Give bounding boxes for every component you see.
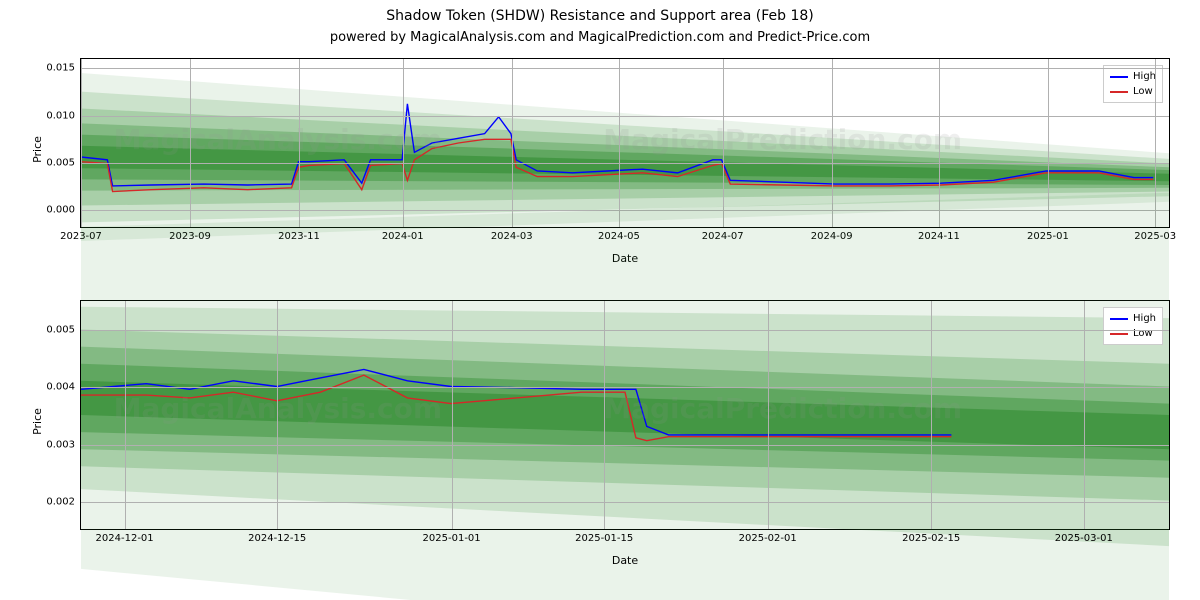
y-tick-label: 0.005	[46, 324, 81, 335]
x-tick-label: 2024-12-15	[248, 529, 306, 544]
x-tick-label: 2024-12-01	[96, 529, 154, 544]
x-tick-label: 2025-03-01	[1055, 529, 1113, 544]
y-axis-label: Price	[31, 136, 44, 163]
legend: High Low	[1103, 65, 1163, 103]
legend-swatch-high	[1110, 318, 1128, 320]
x-tick-label: 2025-01-15	[575, 529, 633, 544]
gridline	[81, 502, 1169, 503]
legend-label: Low	[1133, 84, 1153, 99]
chart-subtitle: powered by MagicalAnalysis.com and Magic…	[0, 30, 1200, 45]
x-tick-label: 2025-01-01	[423, 529, 481, 544]
legend: High Low	[1103, 307, 1163, 345]
legend-label: High	[1133, 69, 1156, 84]
gridline	[604, 301, 605, 529]
gridline	[125, 301, 126, 529]
gridline	[277, 301, 278, 529]
gridline	[299, 59, 300, 227]
y-tick-label: 0.003	[46, 439, 81, 450]
gridline	[619, 59, 620, 227]
y-tick-label: 0.004	[46, 382, 81, 393]
y-tick-label: 0.002	[46, 497, 81, 508]
legend-label: Low	[1133, 326, 1153, 341]
gridline	[81, 68, 1169, 69]
x-tick-label: 2025-02-01	[739, 529, 797, 544]
gridline	[1084, 301, 1085, 529]
y-axis-label: Price	[31, 408, 44, 435]
gridline	[403, 59, 404, 227]
legend-item-low: Low	[1110, 84, 1156, 99]
legend-swatch-low	[1110, 333, 1128, 335]
x-axis-label: Date	[80, 554, 1170, 567]
chart-title: Shadow Token (SHDW) Resistance and Suppo…	[0, 8, 1200, 24]
gridline	[81, 163, 1169, 164]
gridline	[452, 301, 453, 529]
legend-item-high: High	[1110, 311, 1156, 326]
x-tick-label: 2025-02-15	[902, 529, 960, 544]
legend-swatch-low	[1110, 91, 1128, 93]
chart-svg-bottom	[81, 301, 1169, 529]
gridline	[190, 59, 191, 227]
gridline	[81, 116, 1169, 117]
legend-item-high: High	[1110, 69, 1156, 84]
legend-swatch-high	[1110, 76, 1128, 78]
legend-item-low: Low	[1110, 326, 1156, 341]
chart-panel-bottom: MagicalAnalysis.com MagicalPrediction.co…	[80, 300, 1170, 530]
gridline	[768, 301, 769, 529]
gridline	[723, 59, 724, 227]
gridline	[832, 59, 833, 227]
figure: Shadow Token (SHDW) Resistance and Suppo…	[0, 0, 1200, 600]
y-tick-label: 0.005	[46, 157, 81, 168]
gridline	[512, 59, 513, 227]
gridline	[81, 330, 1169, 331]
gridline	[81, 445, 1169, 446]
gridline	[81, 59, 82, 227]
y-tick-label: 0.000	[46, 205, 81, 216]
y-tick-label: 0.010	[46, 110, 81, 121]
y-tick-label: 0.015	[46, 63, 81, 74]
gridline	[81, 387, 1169, 388]
gridline	[931, 301, 932, 529]
legend-label: High	[1133, 311, 1156, 326]
